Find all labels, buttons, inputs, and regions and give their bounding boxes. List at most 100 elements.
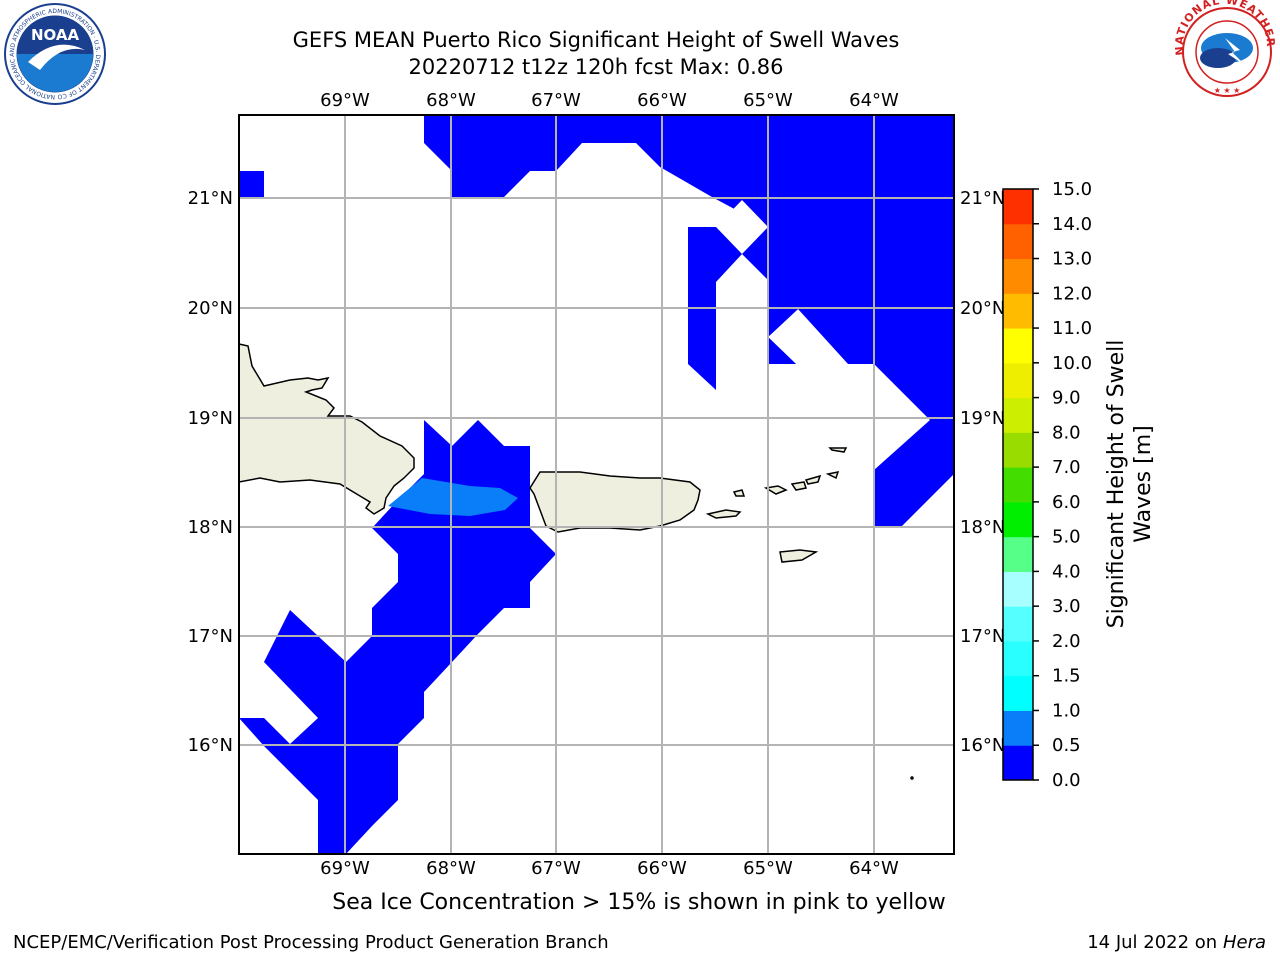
colorbar-tick-label: 0.5 (1052, 735, 1081, 756)
colorbar-segment (1003, 745, 1033, 781)
island-vieques (705, 509, 742, 519)
colorbar-tick-label: 3.0 (1052, 596, 1081, 617)
svg-text:★ ★ ★: ★ ★ ★ (1214, 86, 1241, 95)
map-frame (238, 114, 955, 855)
lat-label-right: 20°N (960, 298, 1005, 319)
swell-holes-fix (768, 309, 798, 364)
colorbar-tick-label: 2.0 (1052, 631, 1081, 652)
colorbar-segment (1003, 328, 1033, 364)
island-anegada (828, 447, 848, 453)
lat-label-right: 19°N (960, 408, 1005, 429)
island-tortola (804, 474, 822, 485)
colorbar-tick-label: 8.0 (1052, 422, 1081, 443)
plot-subtitle: 20220712 t12z 120h fcst Max: 0.86 (408, 55, 784, 79)
lon-label-bottom: 69°W (320, 858, 370, 879)
lon-label-bottom: 67°W (531, 858, 581, 879)
colorbar-tick-label: 1.5 (1052, 666, 1081, 687)
noaa-logo-text: NOAA (31, 26, 80, 44)
lon-label-top: 67°W (531, 90, 581, 111)
swell-region-east (874, 420, 954, 526)
footer-branch: NCEP/EMC/Verification Post Processing Pr… (13, 932, 609, 953)
colorbar-segment (1003, 258, 1033, 294)
colorbar-tick-label: 5.0 (1052, 527, 1081, 548)
colorbar-tick-label: 13.0 (1052, 249, 1092, 270)
plot-title: GEFS MEAN Puerto Rico Significant Height… (292, 28, 900, 52)
island-aves (910, 776, 914, 780)
colorbar-segment (1003, 640, 1033, 677)
colorbar-tick-label: 10.0 (1052, 353, 1092, 374)
colorbar-label-line1: Significant Height of Swell (1104, 340, 1129, 629)
colorbar-segment (1003, 606, 1033, 642)
colorbar-segment (1003, 432, 1033, 468)
colorbar-segment (1003, 536, 1033, 572)
footer-date-text: 14 Jul 2022 on (1087, 932, 1223, 953)
colorbar-label-line2: Waves [m] (1131, 425, 1156, 542)
lon-labels-top: 69°W 68°W 67°W 66°W 65°W 64°W (320, 90, 899, 111)
lon-labels-bottom: 69°W 68°W 67°W 66°W 65°W 64°W (320, 858, 899, 879)
lat-labels-right: 21°N 20°N 19°N 18°N 17°N 16°N (960, 188, 1005, 756)
swell-region-northeast (688, 227, 954, 420)
lat-label-left: 21°N (188, 188, 233, 209)
lat-labels-left: 21°N 20°N 19°N 18°N 17°N 16°N (188, 188, 233, 756)
lon-label-bottom: 64°W (849, 858, 899, 879)
land (238, 343, 914, 780)
puerto-rico (529, 471, 701, 533)
footer-host: Hera (1222, 932, 1266, 953)
colorbar-segment (1003, 362, 1033, 399)
colorbar-segment (1003, 710, 1033, 746)
noaa-logo: NOAA NATIONAL OCEANIC AND ATMOSPHERIC AD… (0, 0, 106, 105)
colorbar-tick-label: 6.0 (1052, 492, 1081, 513)
swell-holes (716, 200, 930, 420)
swell-hole-1 (716, 200, 768, 254)
island-st-john (790, 481, 807, 491)
lat-label-right: 17°N (960, 626, 1005, 647)
lat-label-right: 18°N (960, 517, 1005, 538)
colorbar-segment (1003, 189, 1033, 225)
colorbar-segment (1003, 675, 1033, 711)
swell-region-medium (388, 478, 518, 516)
footer-date: 14 Jul 2022 on Hera (1087, 932, 1266, 953)
lon-label-bottom: 65°W (743, 858, 793, 879)
lat-label-right: 21°N (960, 188, 1005, 209)
lon-label-top: 68°W (426, 90, 476, 111)
sea-ice-caption: Sea Ice Concentration > 15% is shown in … (332, 890, 946, 915)
lat-label-left: 19°N (188, 408, 233, 429)
swell-region-small-nw (239, 171, 264, 197)
colorbar-tick-label: 14.0 (1052, 214, 1092, 235)
lat-label-left: 17°N (188, 626, 233, 647)
colorbar-segment (1003, 397, 1033, 433)
lon-label-top: 66°W (637, 90, 687, 111)
lat-label-left: 18°N (188, 517, 233, 538)
lon-label-bottom: 68°W (426, 858, 476, 879)
colorbar-segment (1003, 571, 1033, 607)
lon-label-top: 65°W (743, 90, 793, 111)
hispaniola (238, 343, 415, 515)
lon-label-top: 69°W (320, 90, 370, 111)
lat-label-left: 20°N (188, 298, 233, 319)
colorbar-tick-label: 12.0 (1052, 283, 1092, 304)
nws-logo: NATIONAL WEATHER SERVICE ★ ★ ★ (1170, 0, 1276, 97)
colorbar-segment (1003, 501, 1033, 538)
colorbar-tick-label: 0.0 (1052, 770, 1081, 791)
colorbar-segment (1003, 223, 1033, 260)
colorbar-segments (1003, 189, 1033, 781)
map-area (238, 114, 955, 855)
colorbar-tick-label: 4.0 (1052, 561, 1081, 582)
colorbar-tick-label: 9.0 (1052, 388, 1081, 409)
island-culebra (732, 489, 746, 497)
colorbar-segment (1003, 293, 1033, 329)
colorbar-segment (1003, 467, 1033, 503)
island-st-croix (779, 549, 819, 563)
colorbar-tick-label: 15.0 (1052, 179, 1092, 200)
colorbar-tick-label: 7.0 (1052, 457, 1081, 478)
island-st-thomas (763, 485, 788, 495)
colorbar-tick-label: 11.0 (1052, 318, 1092, 339)
lat-label-left: 16°N (188, 735, 233, 756)
lon-label-bottom: 66°W (637, 858, 687, 879)
island-islet (825, 471, 840, 480)
lon-label-top: 64°W (849, 90, 899, 111)
colorbar-ticks: 0.0 0.5 1.0 1.5 2.0 3.0 4.0 5.0 6.0 7.0 8.0 9.0 10.0… (1033, 179, 1092, 791)
colorbar-tick-label: 1.0 (1052, 700, 1081, 721)
lat-label-right: 16°N (960, 735, 1005, 756)
